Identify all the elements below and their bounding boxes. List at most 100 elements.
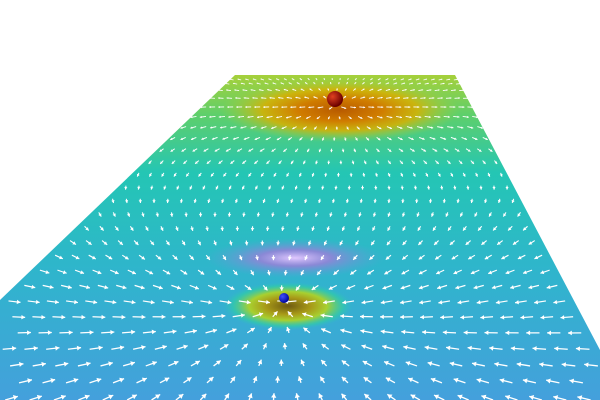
field-arrow-head (441, 126, 444, 129)
field-arrow-head (503, 213, 507, 217)
field-arrow-head (240, 313, 245, 318)
field-arrow-head (275, 88, 278, 91)
field-arrow-head (320, 256, 325, 261)
field-arrow-head (361, 300, 366, 305)
field-arrow-head (329, 107, 332, 110)
field-arrow-head (155, 213, 159, 217)
field-arrow-head (228, 241, 233, 246)
field-arrow-head (420, 314, 425, 320)
field-arrow-head (355, 78, 357, 80)
field-arrow-head (215, 186, 219, 190)
field-arrow-head (149, 270, 154, 275)
field-arrow-head (184, 213, 188, 217)
field-arrow-head (194, 285, 199, 290)
field-arrow-head (323, 300, 327, 305)
field-arrow-head (141, 213, 145, 217)
field-arrow-head (520, 315, 525, 320)
field-arrow-head (281, 106, 284, 109)
positive-charge[interactable] (327, 91, 343, 107)
field-arrow-head (517, 213, 521, 217)
field-arrow-head (265, 227, 270, 231)
field-arrow-head (265, 137, 269, 140)
field-arrow-head (523, 227, 527, 231)
field-arrow-head (266, 271, 271, 276)
field-arrow-head (402, 241, 407, 246)
negative-charge[interactable] (279, 293, 289, 303)
field-arrow-head (419, 115, 422, 119)
field-arrow-head (235, 173, 239, 177)
field-arrow-head (488, 270, 493, 275)
field-arrow-head (347, 78, 349, 80)
field-arrow-head (403, 82, 406, 85)
field-arrow-head (451, 255, 456, 260)
field-arrow-head (149, 173, 152, 177)
field-arrow-head (418, 241, 422, 245)
field-arrow-head (362, 173, 366, 177)
field-arrow-head (428, 200, 433, 204)
field-arrow-head (67, 285, 72, 290)
field-arrow-head (276, 199, 280, 203)
field-arrow-head (62, 270, 67, 275)
field-arrow-head (248, 173, 252, 177)
field-arrow-head (485, 137, 488, 140)
field-arrow-head (230, 126, 233, 129)
field-arrow-head (256, 213, 261, 217)
field-arrow-head (222, 256, 226, 261)
field-arrow-head (460, 315, 465, 320)
field-arrow-head (111, 199, 115, 204)
field-arrow-head (238, 256, 243, 261)
field-arrow-head (237, 115, 240, 119)
field-arrow-head (262, 199, 266, 203)
field-arrow-head (380, 300, 385, 305)
field-arrow-head (417, 227, 421, 231)
field-arrow-head (336, 174, 340, 177)
field-arrows (2, 77, 598, 400)
field-arrow-head (403, 345, 408, 350)
field-arrow-head (220, 126, 223, 129)
field-arrow-head (261, 173, 264, 177)
field-arrow-head (329, 82, 332, 84)
field-arrow-head (192, 329, 197, 334)
field-arrow-head (323, 96, 326, 98)
field-arrow-head (263, 286, 268, 291)
field-arrow-head (539, 362, 544, 368)
field-arrow-head (228, 115, 231, 119)
field-arrow-head (406, 96, 409, 99)
field-arrow-head (493, 227, 497, 231)
field-arrow-head (427, 82, 429, 85)
field-arrow-head (489, 345, 494, 351)
potential-surface (0, 75, 600, 400)
field-arrow-head (186, 173, 189, 177)
field-arrow-head (130, 227, 134, 231)
field-arrow-head (159, 149, 163, 152)
field-arrow-head (353, 149, 356, 153)
field-arrow-head (76, 345, 82, 351)
field-arrow-head (510, 285, 515, 290)
field-arrow-head (554, 346, 559, 352)
field-arrow-head (303, 161, 306, 165)
field-arrow-head (476, 378, 482, 383)
field-arrow-head (362, 360, 368, 366)
field-arrow-head (318, 199, 322, 204)
field-arrow-head (532, 346, 537, 351)
field-arrow-head (195, 360, 200, 366)
field-arrow-head (386, 78, 389, 80)
field-arrow-head (450, 82, 453, 85)
field-arrow-head (245, 78, 247, 81)
field-arrow-head (278, 359, 284, 364)
field-arrow-head (311, 286, 316, 290)
field-arrow-head (410, 126, 413, 129)
field-arrow-head (376, 149, 380, 152)
field-arrow-head (300, 88, 303, 91)
field-arrow-head (166, 270, 171, 275)
field-arrow-head (104, 285, 109, 290)
field-arrow-head (315, 161, 318, 165)
field-arrow-head (262, 343, 267, 348)
field-arrow-head (449, 241, 454, 245)
field-arrow-head (441, 78, 443, 81)
field-arrow-head (453, 186, 457, 190)
field-arrow-head (468, 255, 473, 260)
field-arrow-head (481, 241, 486, 245)
